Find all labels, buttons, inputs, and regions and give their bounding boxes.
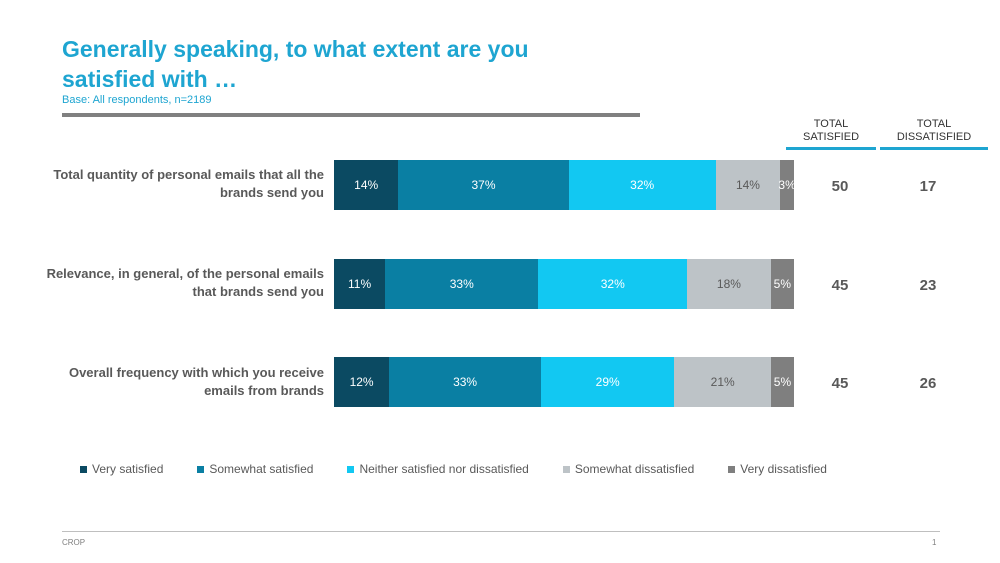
bar-segment: 5% [770, 357, 794, 407]
bar-segment: 14% [715, 160, 781, 210]
bar-row: 14% 37% 32% 14% 3% [334, 160, 796, 210]
bar-segment: 5% [770, 259, 794, 309]
bar-segment-label: 3% [778, 178, 796, 192]
total-dissatisfied-header-label: TOTAL DISSATISFIED [896, 118, 972, 143]
total-dissatisfied-header: TOTAL DISSATISFIED [880, 118, 988, 150]
total-satisfied-value: 50 [831, 178, 849, 195]
total-satisfied-underline [786, 147, 876, 150]
bar-segment: 33% [385, 259, 539, 309]
legend-label: Somewhat satisfied [209, 462, 314, 476]
slide-title: Generally speaking, to what extent are y… [62, 36, 529, 92]
total-satisfied-value: 45 [831, 277, 849, 294]
legend-label: Neither satisfied nor dissatisfied [359, 462, 529, 476]
bar-segment: 32% [568, 160, 716, 210]
bar-segment-label: 12% [349, 375, 374, 389]
legend-item: Somewhat dissatisfied [562, 462, 695, 476]
legend-swatch [197, 465, 205, 473]
slide-subtitle: Base: All respondents, n=2189 [62, 94, 212, 106]
row-label: Overall frequency with which you receive… [68, 365, 324, 398]
bar-row: 12% 33% 29% 21% 5% [334, 357, 794, 407]
legend-item: Very dissatisfied [728, 462, 827, 476]
footer-source: CROP [62, 538, 86, 547]
bar-segment-label: 33% [453, 375, 478, 389]
bar-segment-label: 32% [630, 178, 655, 192]
bar-segment: 3% [778, 160, 796, 210]
bar-segment-label: 11% [347, 277, 372, 291]
bar-segment: 14% [334, 160, 399, 210]
bar-segment-label: 32% [600, 277, 625, 291]
total-satisfied-header-label: TOTAL SATISFIED [802, 118, 860, 143]
row-label: Total quantity of personal emails that a… [53, 167, 324, 200]
total-dissatisfied-value: 23 [919, 277, 937, 294]
bar-row: 11% 33% 32% 18% 5% [334, 259, 794, 309]
bar-segment-label: 5% [773, 375, 792, 389]
title-divider [62, 113, 640, 117]
total-dissatisfied-value: 17 [919, 178, 937, 195]
bar-segment: 12% [334, 357, 390, 407]
total-satisfied-header: TOTAL SATISFIED [786, 118, 876, 150]
bar-segment-label: 14% [354, 178, 379, 192]
legend-swatch [728, 465, 736, 473]
bar-segment-label: 29% [595, 375, 620, 389]
page-number: 1 [932, 538, 937, 547]
bar-segment: 29% [540, 357, 675, 407]
legend-label: Very dissatisfied [740, 462, 827, 476]
legend-item: Very satisfied [80, 462, 163, 476]
bar-segment-label: 33% [449, 277, 474, 291]
bar-segment: 11% [334, 259, 386, 309]
bar-segment: 37% [398, 160, 569, 210]
bar-segment-label: 21% [710, 375, 735, 389]
bar-segment: 18% [687, 259, 771, 309]
legend-label: Somewhat dissatisfied [574, 462, 695, 476]
bar-segment-label: 14% [735, 178, 760, 192]
chart-legend: Very satisfied Somewhat satisfied Neither … [80, 462, 861, 476]
bar-segment: 32% [538, 259, 688, 309]
total-dissatisfied-value: 26 [919, 375, 937, 392]
bar-segment-label: 37% [471, 178, 496, 192]
bar-segment: 33% [389, 357, 541, 407]
footer-divider [62, 531, 940, 532]
row-label: Relevance, in general, of the personal e… [46, 266, 324, 299]
total-dissatisfied-underline [880, 147, 988, 150]
legend-swatch [562, 465, 570, 473]
legend-item: Neither satisfied nor dissatisfied [347, 462, 529, 476]
bar-segment: 21% [674, 357, 771, 407]
total-satisfied-value: 45 [831, 375, 849, 392]
legend-item: Somewhat satisfied [197, 462, 313, 476]
legend-label: Very satisfied [92, 462, 164, 476]
legend-swatch [80, 465, 87, 473]
bar-segment-label: 5% [773, 277, 792, 291]
bar-segment-label: 18% [716, 277, 741, 291]
legend-swatch [347, 465, 355, 473]
